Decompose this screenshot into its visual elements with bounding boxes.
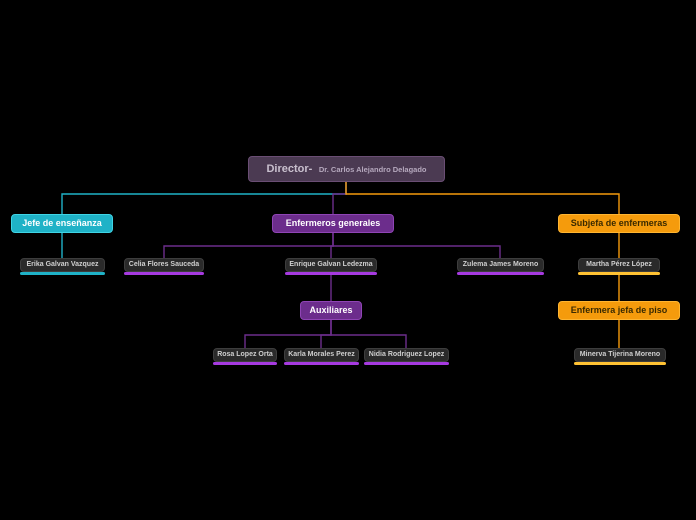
node-rosa: Rosa Lopez Orta bbox=[213, 348, 277, 362]
underline-enrique bbox=[285, 272, 377, 275]
enfermeros-generales-label: Enfermeros generales bbox=[286, 219, 381, 229]
node-enrique: Enrique Galvan Ledezma bbox=[285, 258, 377, 272]
celia-label: Celia Flores Sauceda bbox=[129, 261, 199, 269]
erika-label: Erika Galvan Vazquez bbox=[27, 261, 99, 269]
underline-minerva bbox=[574, 362, 666, 365]
minerva-label: Minerva Tijerina Moreno bbox=[580, 351, 660, 359]
node-martha: Martha Pérez López bbox=[578, 258, 660, 272]
node-celia: Celia Flores Sauceda bbox=[124, 258, 204, 272]
nidia-label: Nidia Rodriguez Lopez bbox=[369, 351, 444, 359]
node-enfermera-jefa-piso: Enfermera jefa de piso bbox=[558, 301, 680, 320]
karla-label: Karla Morales Perez bbox=[288, 351, 355, 359]
underline-rosa bbox=[213, 362, 277, 365]
node-subjefa-enfermeras: Subjefa de enfermeras bbox=[558, 214, 680, 233]
underline-nidia bbox=[364, 362, 449, 365]
subjefa-enfermeras-label: Subjefa de enfermeras bbox=[571, 219, 668, 229]
director-title: Director- bbox=[266, 163, 312, 175]
rosa-label: Rosa Lopez Orta bbox=[217, 351, 273, 359]
node-zulema: Zulema James Moreno bbox=[457, 258, 544, 272]
node-auxiliares: Auxiliares bbox=[300, 301, 362, 320]
zulema-label: Zulema James Moreno bbox=[463, 261, 538, 269]
node-erika: Erika Galvan Vazquez bbox=[20, 258, 105, 272]
org-chart: { "colors": { "bg": "#000000", "director… bbox=[0, 0, 696, 520]
underline-erika bbox=[20, 272, 105, 275]
underline-zulema bbox=[457, 272, 544, 275]
underline-karla bbox=[284, 362, 359, 365]
node-minerva: Minerva Tijerina Moreno bbox=[574, 348, 666, 362]
jefe-ensenanza-label: Jefe de enseñanza bbox=[22, 219, 102, 229]
director-name: Dr. Carlos Alejandro Delagado bbox=[319, 165, 427, 174]
enfermera-jefa-piso-label: Enfermera jefa de piso bbox=[571, 306, 668, 316]
underline-martha bbox=[578, 272, 660, 275]
martha-label: Martha Pérez López bbox=[586, 261, 652, 269]
auxiliares-label: Auxiliares bbox=[309, 306, 352, 316]
enrique-label: Enrique Galvan Ledezma bbox=[289, 261, 372, 269]
node-jefe-ensenanza: Jefe de enseñanza bbox=[11, 214, 113, 233]
underline-celia bbox=[124, 272, 204, 275]
node-karla: Karla Morales Perez bbox=[284, 348, 359, 362]
node-enfermeros-generales: Enfermeros generales bbox=[272, 214, 394, 233]
node-nidia: Nidia Rodriguez Lopez bbox=[364, 348, 449, 362]
node-director: Director- Dr. Carlos Alejandro Delagado bbox=[248, 156, 445, 182]
